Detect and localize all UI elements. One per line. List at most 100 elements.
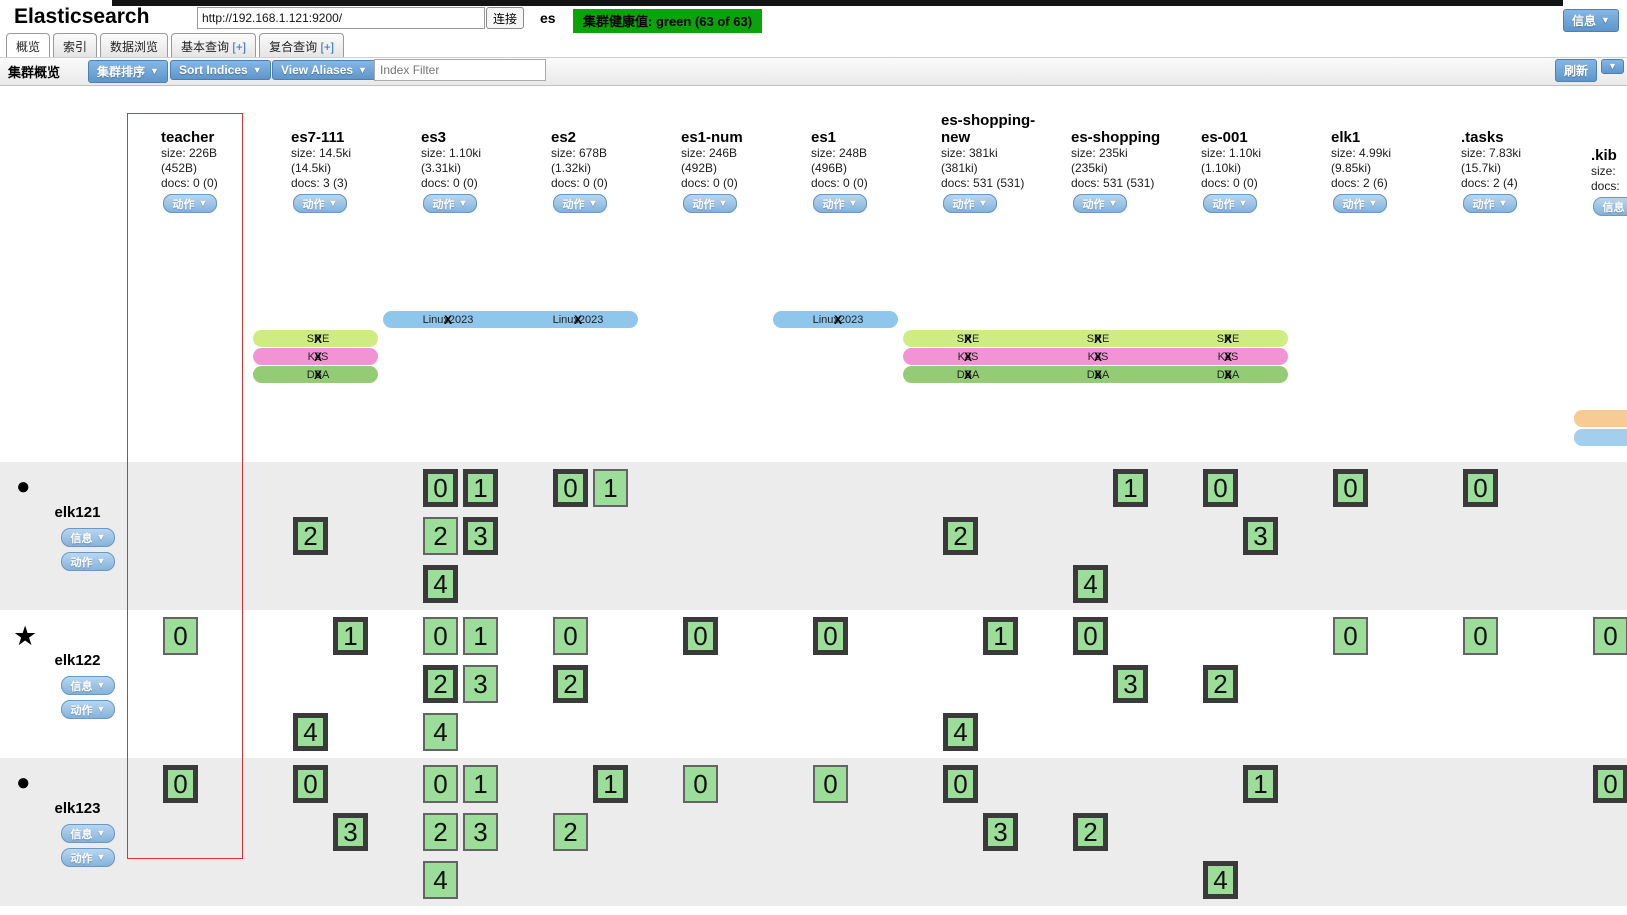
node-actions-button[interactable]: 动作 ▼ <box>61 552 115 571</box>
refresh-button[interactable]: 刷新 <box>1555 59 1598 82</box>
index-actions-button[interactable]: 动作 ▼ <box>553 194 607 213</box>
shard-box[interactable]: 0 <box>1593 765 1627 803</box>
alias-remove-button[interactable]: X <box>573 312 582 327</box>
shard-box[interactable]: 4 <box>1203 861 1238 899</box>
shard-box[interactable]: 0 <box>1593 617 1627 655</box>
shard-box[interactable]: 2 <box>1203 665 1238 703</box>
shard-box[interactable]: 0 <box>683 617 718 655</box>
shard-box[interactable]: 1 <box>983 617 1018 655</box>
shard-box[interactable]: 1 <box>1113 469 1148 507</box>
tab-any-request[interactable]: 复合查询 [+] <box>259 33 345 59</box>
shard-box[interactable]: 4 <box>423 861 458 899</box>
shard-box[interactable]: 2 <box>553 813 588 851</box>
header-info-button[interactable]: 信息 ▼ <box>1563 9 1619 32</box>
shard-box[interactable]: 0 <box>553 469 588 507</box>
alias-remove-button[interactable]: X <box>443 312 452 327</box>
shard-box[interactable]: 0 <box>1463 617 1498 655</box>
shard-box[interactable]: 0 <box>163 617 198 655</box>
shard-box[interactable]: 2 <box>423 813 458 851</box>
tab-browser[interactable]: 数据浏览 <box>100 33 169 59</box>
view-aliases-button[interactable]: View Aliases ▼ <box>272 60 376 80</box>
node-actions-button[interactable]: 动作 ▼ <box>61 848 115 867</box>
shard-box[interactable]: 1 <box>593 765 628 803</box>
tab-structured-query[interactable]: 基本查询 [+] <box>171 33 257 59</box>
shard-box[interactable]: 4 <box>423 713 458 751</box>
shard-box[interactable]: 0 <box>813 617 848 655</box>
shard-box[interactable]: 1 <box>463 617 498 655</box>
node-info-button[interactable]: 信息 ▼ <box>61 824 115 843</box>
shard-box[interactable]: 3 <box>983 813 1018 851</box>
alias-remove-button[interactable]: X <box>313 349 322 364</box>
shard-box[interactable]: 0 <box>813 765 848 803</box>
index-filter-input[interactable] <box>374 59 546 81</box>
shard-box[interactable]: 1 <box>463 765 498 803</box>
shard-box[interactable]: 4 <box>943 713 978 751</box>
alias-remove-button[interactable]: X <box>963 349 972 364</box>
sort-indices-button[interactable]: Sort Indices ▼ <box>170 60 271 80</box>
shard-box[interactable]: 0 <box>163 765 198 803</box>
shard-box[interactable]: 2 <box>943 517 978 555</box>
shard-box[interactable]: 2 <box>553 665 588 703</box>
connection-url-input[interactable] <box>197 7 485 29</box>
shard-box[interactable]: 3 <box>463 665 498 703</box>
alias-remove-button[interactable]: X <box>1093 367 1102 382</box>
shard-box[interactable]: 3 <box>463 813 498 851</box>
alias-remove-button[interactable]: X <box>1223 367 1232 382</box>
shard-box[interactable]: 0 <box>423 765 458 803</box>
shard-box[interactable]: 1 <box>1243 765 1278 803</box>
shard-box[interactable]: 0 <box>553 617 588 655</box>
shard-box[interactable]: 2 <box>1073 813 1108 851</box>
index-actions-button[interactable]: 动作 ▼ <box>683 194 737 213</box>
index-actions-button[interactable]: 动作 ▼ <box>1463 194 1517 213</box>
shard-box[interactable]: 2 <box>423 665 458 703</box>
index-actions-button[interactable]: 动作 ▼ <box>943 194 997 213</box>
shard-box[interactable]: 4 <box>423 565 458 603</box>
shard-box[interactable]: 1 <box>463 469 498 507</box>
shard-box[interactable]: 2 <box>293 517 328 555</box>
shard-box[interactable]: 0 <box>943 765 978 803</box>
index-actions-button[interactable]: 动作 ▼ <box>1203 194 1257 213</box>
alias-remove-button[interactable]: X <box>313 367 322 382</box>
shard-box[interactable]: 0 <box>423 617 458 655</box>
alias-remove-button[interactable]: X <box>1223 349 1232 364</box>
index-actions-button[interactable]: 动作 ▼ <box>1333 194 1387 213</box>
shard-box[interactable]: 0 <box>1333 469 1368 507</box>
shard-box[interactable]: 3 <box>1243 517 1278 555</box>
shard-box[interactable]: 1 <box>593 469 628 507</box>
alias-remove-button[interactable]: X <box>1223 331 1232 346</box>
shard-box[interactable]: 0 <box>1073 617 1108 655</box>
index-actions-button[interactable]: 动作 ▼ <box>1073 194 1127 213</box>
alias-remove-button[interactable]: X <box>963 367 972 382</box>
node-actions-button[interactable]: 动作 ▼ <box>61 700 115 719</box>
shard-box[interactable]: 1 <box>333 617 368 655</box>
shard-box[interactable]: 0 <box>1333 617 1368 655</box>
index-actions-button[interactable]: 动作 ▼ <box>423 194 477 213</box>
index-actions-button[interactable]: 动作 ▼ <box>813 194 867 213</box>
index-actions-button[interactable]: 动作 ▼ <box>163 194 217 213</box>
refresh-dropdown-button[interactable]: ▼ <box>1601 59 1624 74</box>
shard-box[interactable]: 3 <box>463 517 498 555</box>
tab-overview[interactable]: 概览 <box>6 33 51 59</box>
shard-box[interactable]: 4 <box>1073 565 1108 603</box>
alias-remove-button[interactable]: X <box>1093 349 1102 364</box>
alias-remove-button[interactable]: X <box>1093 331 1102 346</box>
connect-button[interactable]: 连接 <box>486 7 525 29</box>
shard-box[interactable]: 0 <box>293 765 328 803</box>
tab-indices[interactable]: 索引 <box>53 33 98 59</box>
shard-box[interactable]: 0 <box>1203 469 1238 507</box>
alias-remove-button[interactable]: X <box>833 312 842 327</box>
shard-box[interactable]: 3 <box>333 813 368 851</box>
shard-box[interactable]: 4 <box>293 713 328 751</box>
node-info-button[interactable]: 信息 ▼ <box>61 528 115 547</box>
shard-box[interactable]: 0 <box>423 469 458 507</box>
cluster-sort-button[interactable]: 集群排序 ▼ <box>88 60 168 83</box>
index-actions-button[interactable]: 动作 ▼ <box>293 194 347 213</box>
index-info-button[interactable]: 信息▼ <box>1593 197 1627 216</box>
shard-box[interactable]: 0 <box>1463 469 1498 507</box>
alias-remove-button[interactable]: X <box>963 331 972 346</box>
shard-box[interactable]: 2 <box>423 517 458 555</box>
shard-box[interactable]: 3 <box>1113 665 1148 703</box>
alias-remove-button[interactable]: X <box>313 331 322 346</box>
shard-box[interactable]: 0 <box>683 765 718 803</box>
node-info-button[interactable]: 信息 ▼ <box>61 676 115 695</box>
